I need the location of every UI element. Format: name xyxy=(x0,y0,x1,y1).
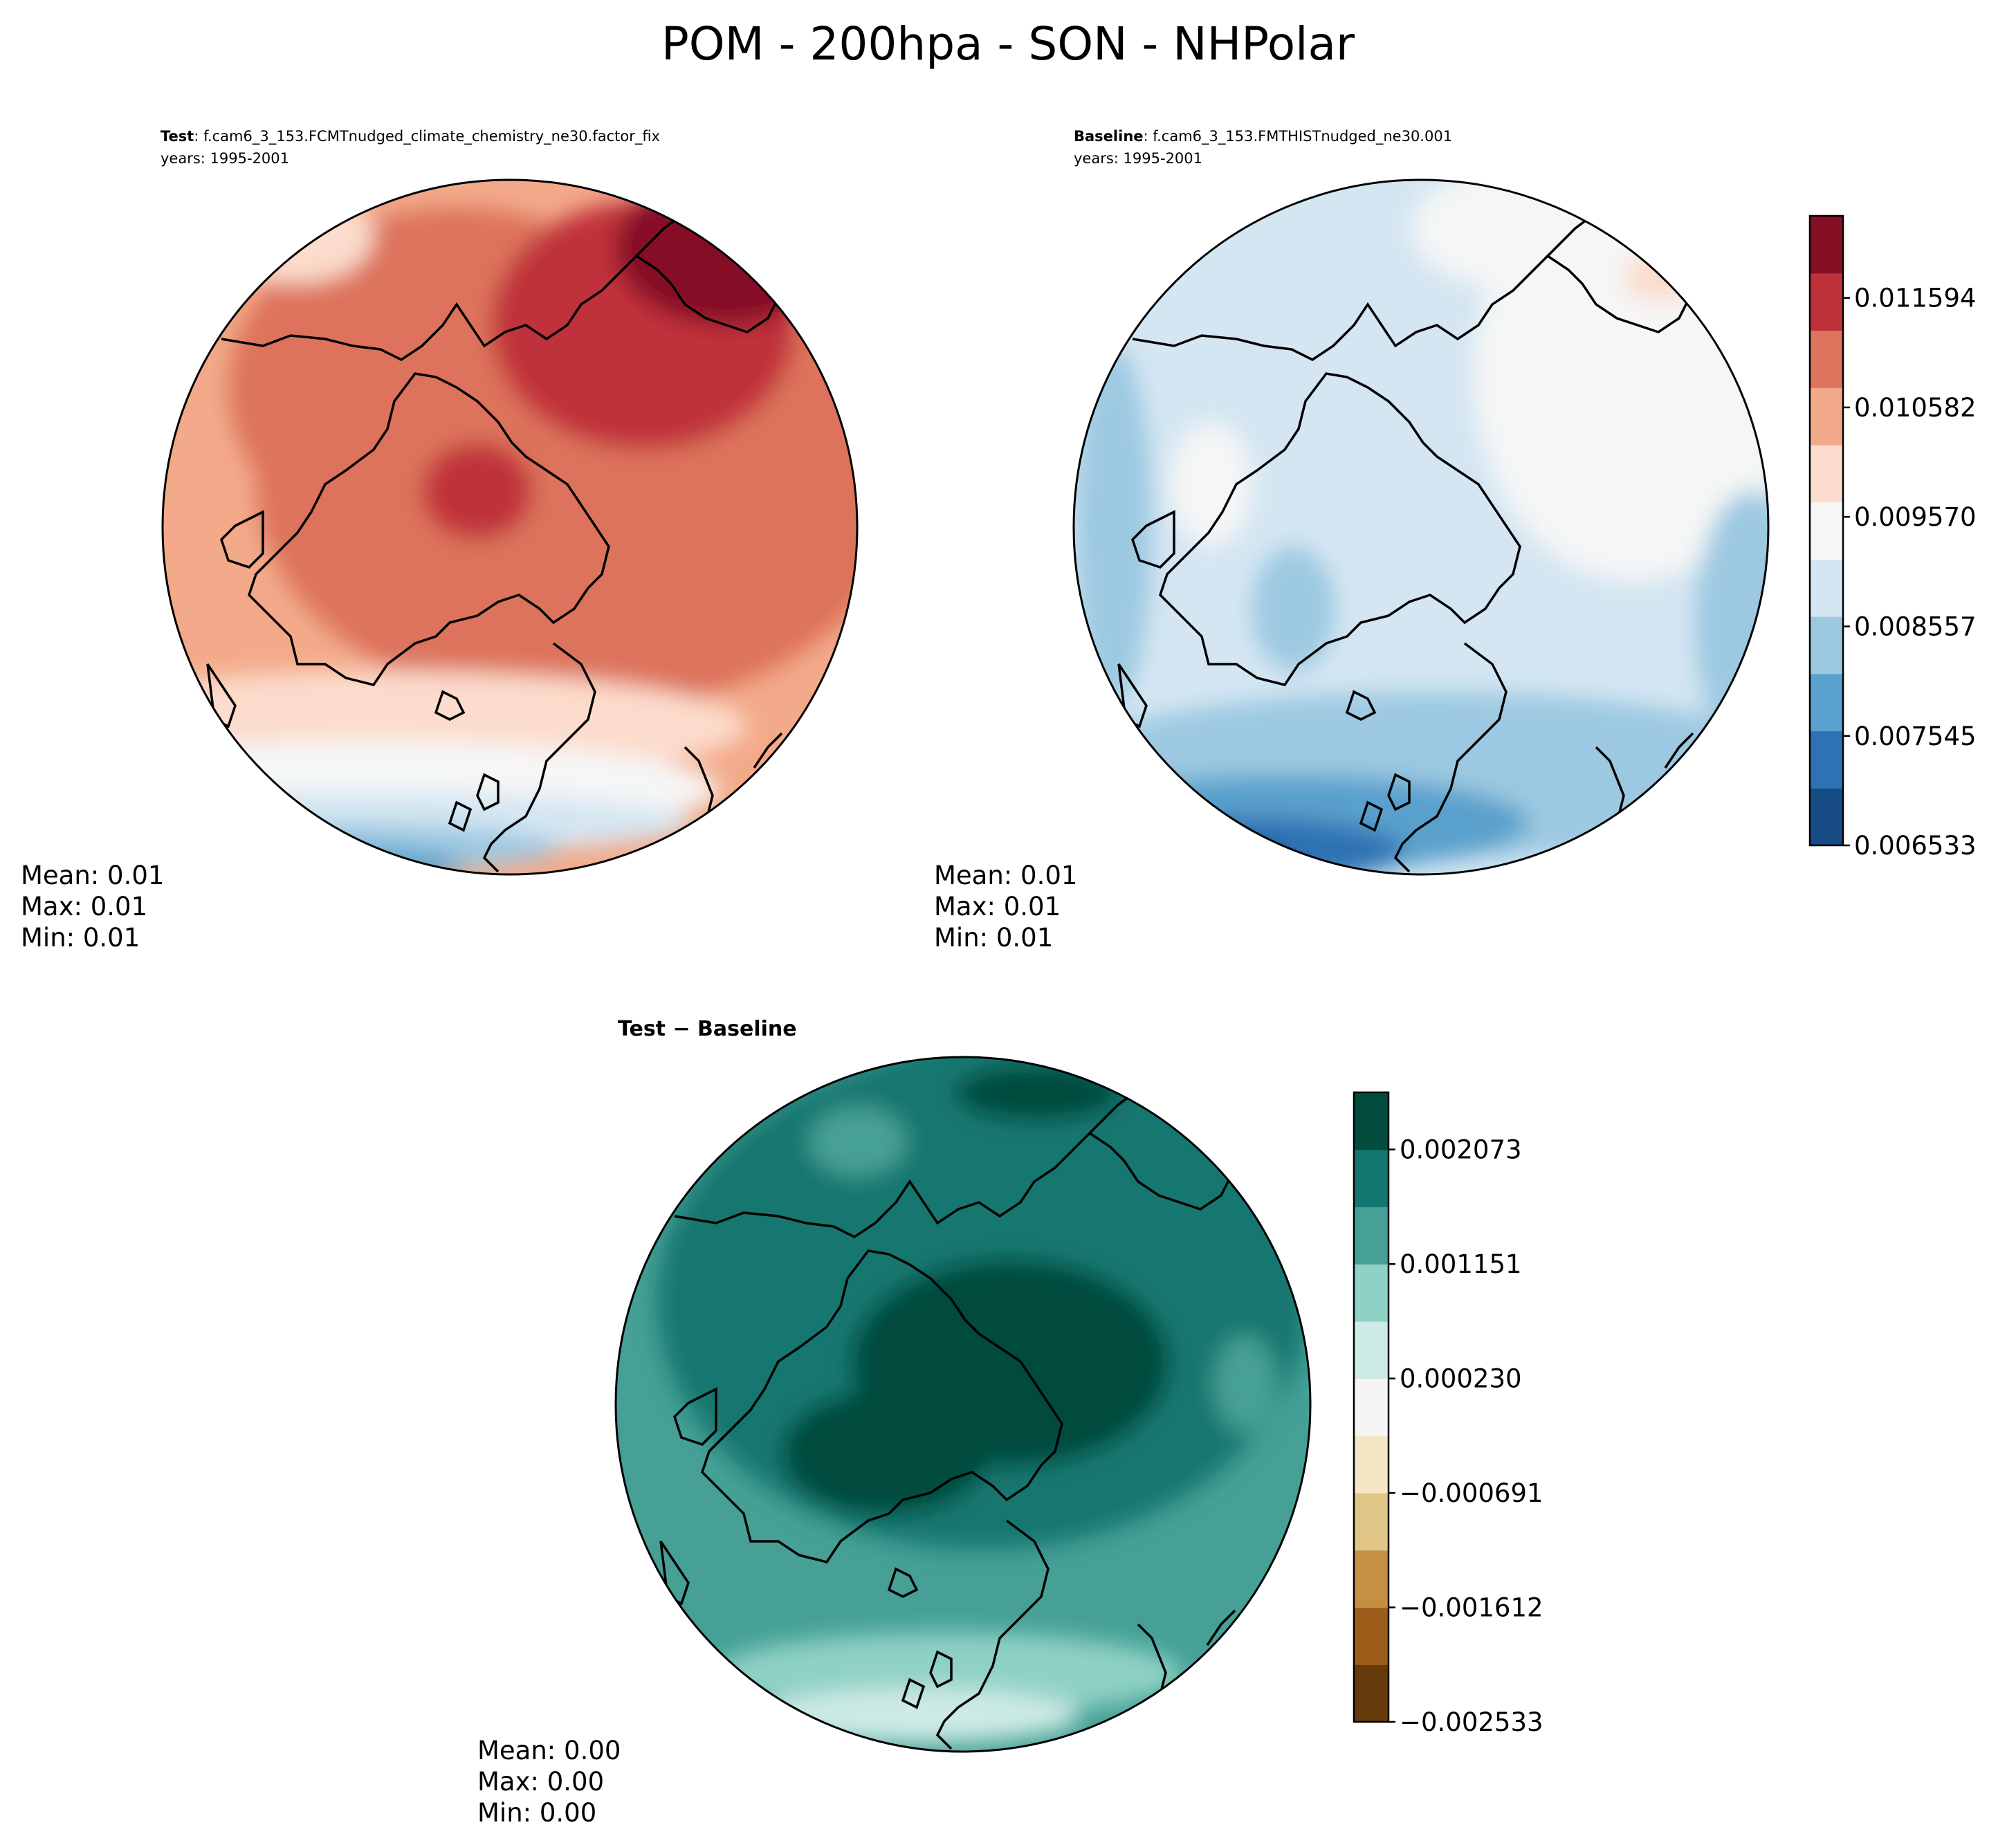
baseline-map-boundary xyxy=(1072,178,1770,876)
baseline-coastlines xyxy=(1117,206,1694,873)
test-map-boundary xyxy=(161,178,859,876)
cbar1-segment xyxy=(1810,502,1843,560)
cbar1-tick-label: 0.009570 xyxy=(1854,502,1977,532)
diff-panel-label: Test − Baseline xyxy=(618,1017,797,1041)
test-panel: Test: f.cam6_3_153.FCMTnudged_climate_ch… xyxy=(21,128,859,953)
cbar2-segment xyxy=(1354,1493,1389,1551)
cbar2-segment xyxy=(1354,1607,1389,1665)
cbar2-segment xyxy=(1354,1092,1389,1150)
baseline-stat-min: Min: 0.01 xyxy=(934,923,1053,953)
test-stat-mean: Mean: 0.01 xyxy=(21,861,164,890)
colorbar-test-baseline: 0.006533 0.007545 0.008557 0.009570 0.010582… xyxy=(1808,214,1977,861)
test-stat-max: Max: 0.01 xyxy=(21,892,147,921)
test-years: years: 1995-2001 xyxy=(161,150,289,167)
cbar1-segment xyxy=(1810,559,1843,617)
cbar1-segment xyxy=(1810,387,1843,446)
cbar1-tick-label: 0.006533 xyxy=(1854,831,1977,861)
cbar1-segment xyxy=(1810,273,1843,331)
cbar2-segment xyxy=(1354,1378,1389,1436)
diff-stat-min: Min: 0.00 xyxy=(477,1798,596,1828)
test-stat-min: Min: 0.01 xyxy=(21,923,140,953)
diff-map-boundary xyxy=(614,1056,1312,1753)
cbar2-segment xyxy=(1354,1206,1389,1265)
test-panel-label: Test: f.cam6_3_153.FCMTnudged_climate_ch… xyxy=(161,128,660,145)
colorbar-diff: −0.002533 −0.001612 −0.000691 0.000230 0.001… xyxy=(1353,1091,1543,1737)
figure-title: POM - 200hpa - SON - NHPolar xyxy=(661,17,1355,71)
diff-stat-max: Max: 0.00 xyxy=(477,1767,604,1797)
cbar1-tick-label: 0.011594 xyxy=(1854,284,1977,313)
cbar2-segment xyxy=(1354,1149,1389,1208)
cbar2-segment xyxy=(1354,1664,1389,1723)
cbar2-tick-label: 0.000230 xyxy=(1400,1364,1522,1394)
cbar2-tick-label: −0.002533 xyxy=(1400,1707,1543,1737)
cbar1-segment xyxy=(1810,444,1843,503)
baseline-panel-label: Baseline: f.cam6_3_153.FMTHISTnudged_ne3… xyxy=(1074,128,1452,145)
test-label-bold: Test xyxy=(161,128,194,145)
baseline-label-bold: Baseline xyxy=(1074,128,1144,145)
cbar2-tick-label: −0.000691 xyxy=(1400,1478,1543,1508)
cbar1-segment xyxy=(1810,731,1843,789)
cbar2-frame xyxy=(1353,1091,1390,1723)
test-label-text: : f.cam6_3_153.FCMTnudged_climate_chemis… xyxy=(194,128,660,145)
cbar2-segment xyxy=(1354,1435,1389,1494)
cbar2-tick-label: 0.001151 xyxy=(1400,1249,1522,1279)
cbar2-tick-label: −0.001612 xyxy=(1400,1593,1543,1623)
cbar2-segment xyxy=(1354,1550,1389,1608)
cbar1-frame xyxy=(1808,214,1844,847)
cbar1-segment xyxy=(1810,788,1843,846)
cbar1-tick-label: 0.007545 xyxy=(1854,722,1977,751)
baseline-label-text: : f.cam6_3_153.FMTHISTnudged_ne30.001 xyxy=(1144,128,1453,145)
cbar1-tick-label: 0.010582 xyxy=(1854,393,1977,423)
diff-panel: Test − Baseline xyxy=(477,1017,1312,1828)
cbar1-segment xyxy=(1810,330,1843,388)
baseline-map-field xyxy=(1074,180,1768,874)
cbar1-segment xyxy=(1810,216,1843,274)
baseline-years: years: 1995-2001 xyxy=(1074,150,1202,167)
baseline-stat-max: Max: 0.01 xyxy=(934,892,1061,921)
baseline-stat-mean: Mean: 0.01 xyxy=(934,861,1077,890)
cbar2-segment xyxy=(1354,1264,1389,1322)
test-map-field xyxy=(163,180,857,874)
baseline-panel: Baseline: f.cam6_3_153.FMTHISTnudged_ne3… xyxy=(934,128,1770,953)
cbar1-segment xyxy=(1810,616,1843,674)
cbar2-segment xyxy=(1354,1321,1389,1379)
cbar1-segment xyxy=(1810,673,1843,732)
diff-map-field xyxy=(616,1057,1310,1752)
cbar1-tick-label: 0.008557 xyxy=(1854,612,1977,642)
diff-stat-mean: Mean: 0.00 xyxy=(477,1736,621,1765)
cbar2-tick-label: 0.002073 xyxy=(1400,1135,1522,1165)
